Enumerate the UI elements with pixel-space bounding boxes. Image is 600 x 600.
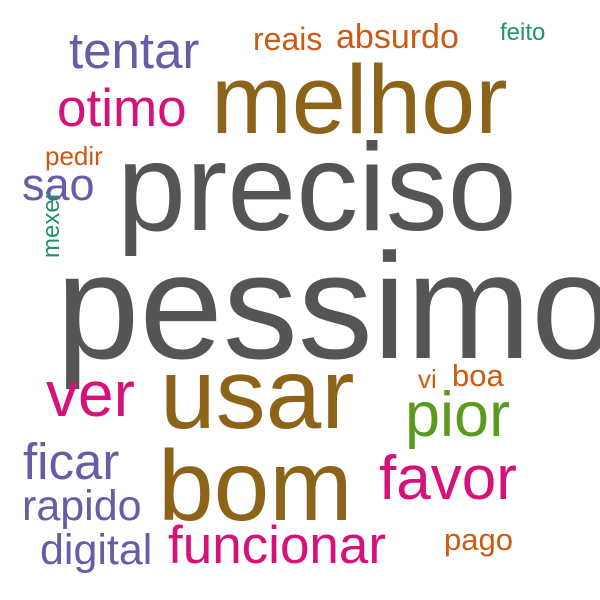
- word-otimo: otimo: [57, 79, 187, 138]
- word-ver: ver: [46, 358, 135, 430]
- word-reais: reais: [253, 21, 323, 57]
- word-digital: digital: [40, 526, 153, 574]
- word-mexer: mexer: [38, 191, 65, 258]
- word-pago: pago: [444, 522, 513, 557]
- word-funcionar: funcionar: [168, 516, 387, 575]
- word-ficar: ficar: [23, 433, 120, 490]
- word-preciso: preciso: [117, 119, 517, 257]
- word-vi: vi: [418, 364, 437, 394]
- word-absurdo: absurdo: [336, 18, 459, 56]
- word-rapido: rapido: [22, 482, 142, 530]
- word-sao: sao: [22, 159, 95, 210]
- word-melhor: melhor: [211, 45, 508, 154]
- word-pior: pior: [405, 380, 511, 450]
- word-pedir: pedir: [45, 141, 103, 171]
- word-bom: bom: [158, 430, 353, 542]
- word-pessimo: pessimo: [56, 222, 600, 390]
- word-feito: feito: [500, 19, 546, 46]
- word-boa: boa: [452, 358, 504, 393]
- word-tentar: tentar: [69, 22, 200, 79]
- word-usar: usar: [160, 338, 355, 450]
- word-favor: favor: [379, 444, 517, 513]
